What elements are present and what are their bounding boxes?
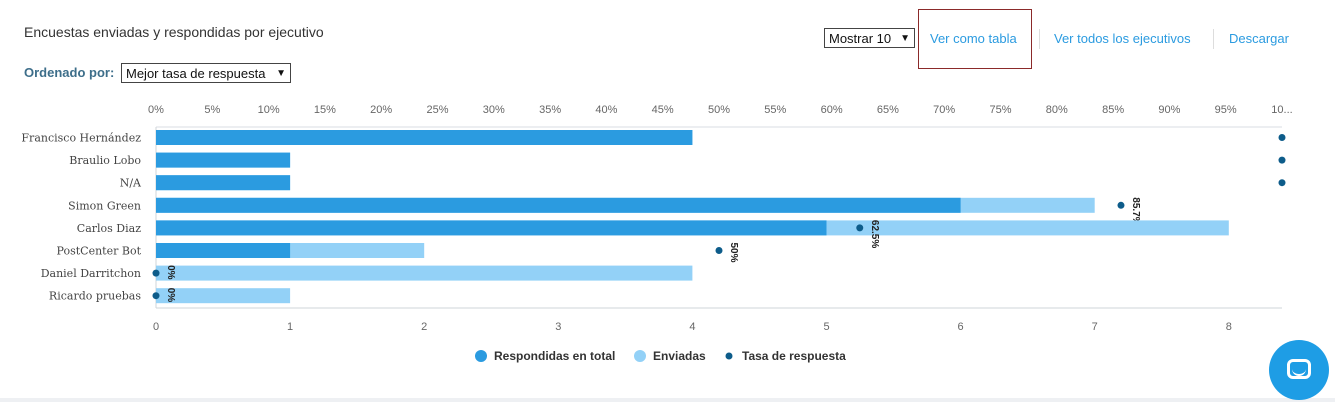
chat-widget-button[interactable] — [1269, 340, 1329, 400]
chevron-down-icon: ▼ — [900, 33, 910, 44]
responded-bar — [156, 152, 291, 168]
top-tick-label: 10... — [1271, 104, 1292, 116]
download-link[interactable]: Descargar — [1229, 31, 1289, 46]
bottom-tick-label: 5 — [823, 321, 829, 333]
top-tick-label: 50% — [708, 104, 730, 116]
highlight-box — [918, 9, 1032, 69]
show-count-value: Mostrar 10 — [829, 31, 892, 46]
category-label: Ricardo pruebas — [49, 290, 141, 303]
top-tick-label: 90% — [1158, 104, 1180, 116]
responded-bar — [156, 243, 291, 258]
rate-data-label: 85.7% — [1130, 197, 1141, 225]
sent-bar — [156, 265, 693, 281]
rate-point — [856, 224, 864, 232]
top-tick-label: 10% — [258, 104, 280, 116]
rate-point — [1117, 201, 1125, 209]
category-label: Daniel Darritchon — [41, 267, 141, 280]
responded-bar — [156, 197, 961, 213]
rate-data-label: 62.5% — [869, 220, 880, 248]
top-tick-label: 60% — [821, 104, 843, 116]
category-label: Francisco Hernández — [21, 132, 141, 145]
top-tick-label: 85% — [1102, 104, 1124, 116]
bottom-tick-label: 0 — [153, 321, 159, 333]
chat-icon — [1287, 359, 1311, 379]
chevron-down-icon: ▼ — [276, 68, 286, 79]
bottom-tick-label: 1 — [287, 321, 293, 333]
rate-point — [715, 247, 723, 254]
rate-point — [152, 269, 160, 277]
top-tick-label: 25% — [426, 104, 448, 116]
legend-marker — [634, 350, 646, 362]
rate-data-label: 0% — [165, 288, 176, 303]
category-label: N/A — [120, 177, 142, 190]
rate-point — [1278, 179, 1286, 187]
rate-data-label: 50% — [728, 243, 739, 263]
top-tick-label: 40% — [595, 104, 617, 116]
chart-title: Encuestas enviadas y respondidas por eje… — [24, 24, 324, 40]
category-label: Simon Green — [68, 199, 141, 212]
bottom-tick-label: 8 — [1226, 321, 1232, 333]
bottom-tick-label: 3 — [555, 321, 561, 333]
top-tick-label: 70% — [933, 104, 955, 116]
top-tick-label: 55% — [764, 104, 786, 116]
responded-bar — [156, 175, 291, 191]
sent-bar — [156, 288, 291, 304]
responded-bar — [156, 130, 693, 145]
category-label: Braulio Lobo — [69, 154, 141, 167]
legend-marker — [475, 350, 487, 362]
bottom-tick-label: 6 — [958, 321, 964, 333]
top-tick-label: 95% — [1215, 104, 1237, 116]
top-tick-label: 80% — [1046, 104, 1068, 116]
rate-point — [152, 292, 160, 300]
bottom-tick-label: 7 — [1092, 321, 1098, 333]
top-tick-label: 30% — [483, 104, 505, 116]
view-as-table-link[interactable]: Ver como tabla — [930, 31, 1017, 46]
responded-bar — [156, 220, 827, 236]
bottom-tick-label: 4 — [689, 321, 695, 333]
category-label: PostCenter Bot — [57, 245, 142, 258]
link-separator — [1213, 29, 1214, 49]
view-all-executives-link[interactable]: Ver todos los ejecutivos — [1054, 31, 1191, 46]
sort-label: Ordenado por: — [24, 65, 115, 80]
sort-select-value: Mejor tasa de respuesta — [126, 66, 266, 81]
link-separator — [1039, 29, 1040, 49]
top-tick-label: 65% — [877, 104, 899, 116]
bottom-tick-label: 2 — [421, 321, 427, 333]
legend-marker — [725, 352, 733, 360]
top-tick-label: 20% — [370, 104, 392, 116]
rate-point — [1278, 156, 1286, 164]
legend-label: Respondidas en total — [494, 349, 615, 363]
rate-point — [1278, 134, 1286, 141]
top-tick-label: 0% — [148, 104, 164, 116]
category-label: Carlos Diaz — [77, 222, 141, 235]
top-tick-label: 75% — [989, 104, 1011, 116]
show-count-select[interactable]: Mostrar 10 ▼ — [824, 28, 915, 48]
top-tick-label: 5% — [204, 104, 220, 116]
top-tick-label: 35% — [539, 104, 561, 116]
top-tick-label: 45% — [652, 104, 674, 116]
sort-select[interactable]: Mejor tasa de respuesta ▼ — [121, 63, 291, 83]
legend-label: Enviadas — [653, 349, 706, 363]
rate-data-label: 0% — [165, 265, 176, 280]
legend-label: Tasa de respuesta — [742, 349, 846, 363]
top-tick-label: 15% — [314, 104, 336, 116]
